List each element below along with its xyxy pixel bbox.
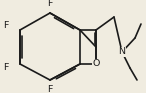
Text: F: F xyxy=(47,85,53,93)
Text: N: N xyxy=(119,48,126,57)
Text: F: F xyxy=(3,20,9,29)
Text: F: F xyxy=(3,64,9,73)
Text: O: O xyxy=(92,60,100,69)
Text: F: F xyxy=(47,0,53,8)
